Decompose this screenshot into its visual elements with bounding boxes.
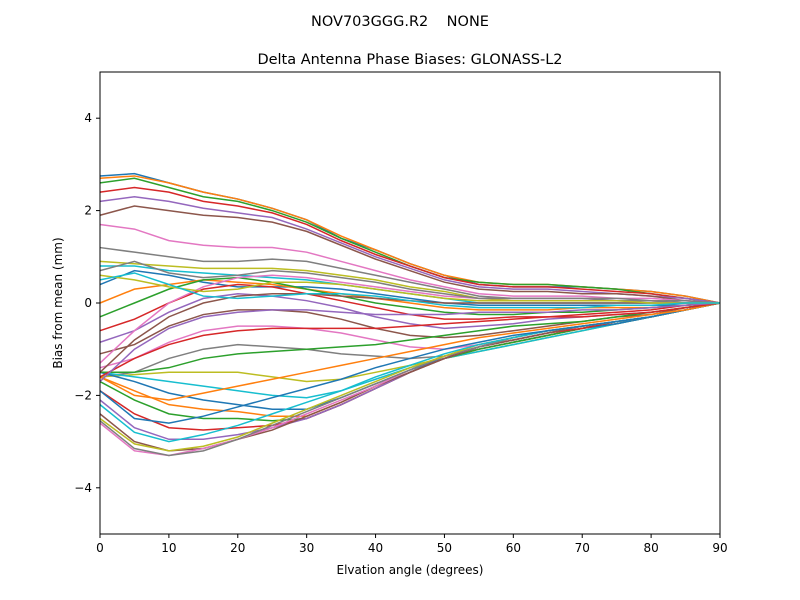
x-axis-ticks: 0 10 20 30 40 50 60 70 80 90 (96, 534, 728, 555)
y-tick-label: −2 (74, 388, 92, 402)
series-line-azimuth-050 (99, 205, 721, 304)
series-line-azimuth-030 (99, 186, 721, 304)
series-line-azimuth-340 (99, 302, 721, 383)
series-line-azimuth-320 (100, 302, 721, 374)
series-line-azimuth-000 (99, 172, 721, 304)
x-tick-label: 80 (643, 541, 658, 555)
x-tick-label: 30 (299, 541, 314, 555)
y-axis-ticks: −4 −2 0 2 4 (74, 111, 100, 495)
x-tick-label: 20 (230, 541, 245, 555)
series-line-azimuth-070 (99, 246, 721, 304)
chart-suptitle: NOV703GGG.R2 NONE (311, 14, 489, 30)
y-tick-label: −4 (74, 481, 92, 495)
x-tick-label: 10 (161, 541, 176, 555)
series-line-azimuth-015 (99, 274, 720, 304)
y-tick-label: 4 (84, 111, 92, 125)
x-tick-label: 40 (368, 541, 383, 555)
series-line-azimuth-200 (99, 302, 721, 411)
x-tick-label: 50 (437, 541, 452, 555)
y-axis-label: Bias from mean (mm) (51, 237, 65, 368)
x-axis-label: Elvation angle (degrees) (337, 563, 484, 577)
series-line-azimuth-090 (100, 265, 720, 304)
series-line-azimuth-330 (99, 302, 721, 378)
y-tick-label: 0 (84, 296, 92, 310)
x-tick-label: 0 (96, 541, 104, 555)
series-line-azimuth-310 (99, 302, 721, 401)
series-line-azimuth-010 (99, 175, 721, 304)
series-lines (99, 172, 721, 457)
series-line-azimuth-025 (99, 272, 720, 309)
x-tick-label: 60 (506, 541, 521, 555)
chart-title: Delta Antenna Phase Biases: GLONASS-L2 (257, 52, 562, 68)
y-tick-label: 2 (84, 204, 92, 218)
x-tick-label: 70 (575, 541, 590, 555)
series-line-azimuth-020 (99, 177, 721, 304)
series-line-azimuth-300 (99, 302, 721, 424)
x-tick-label: 90 (712, 541, 727, 555)
